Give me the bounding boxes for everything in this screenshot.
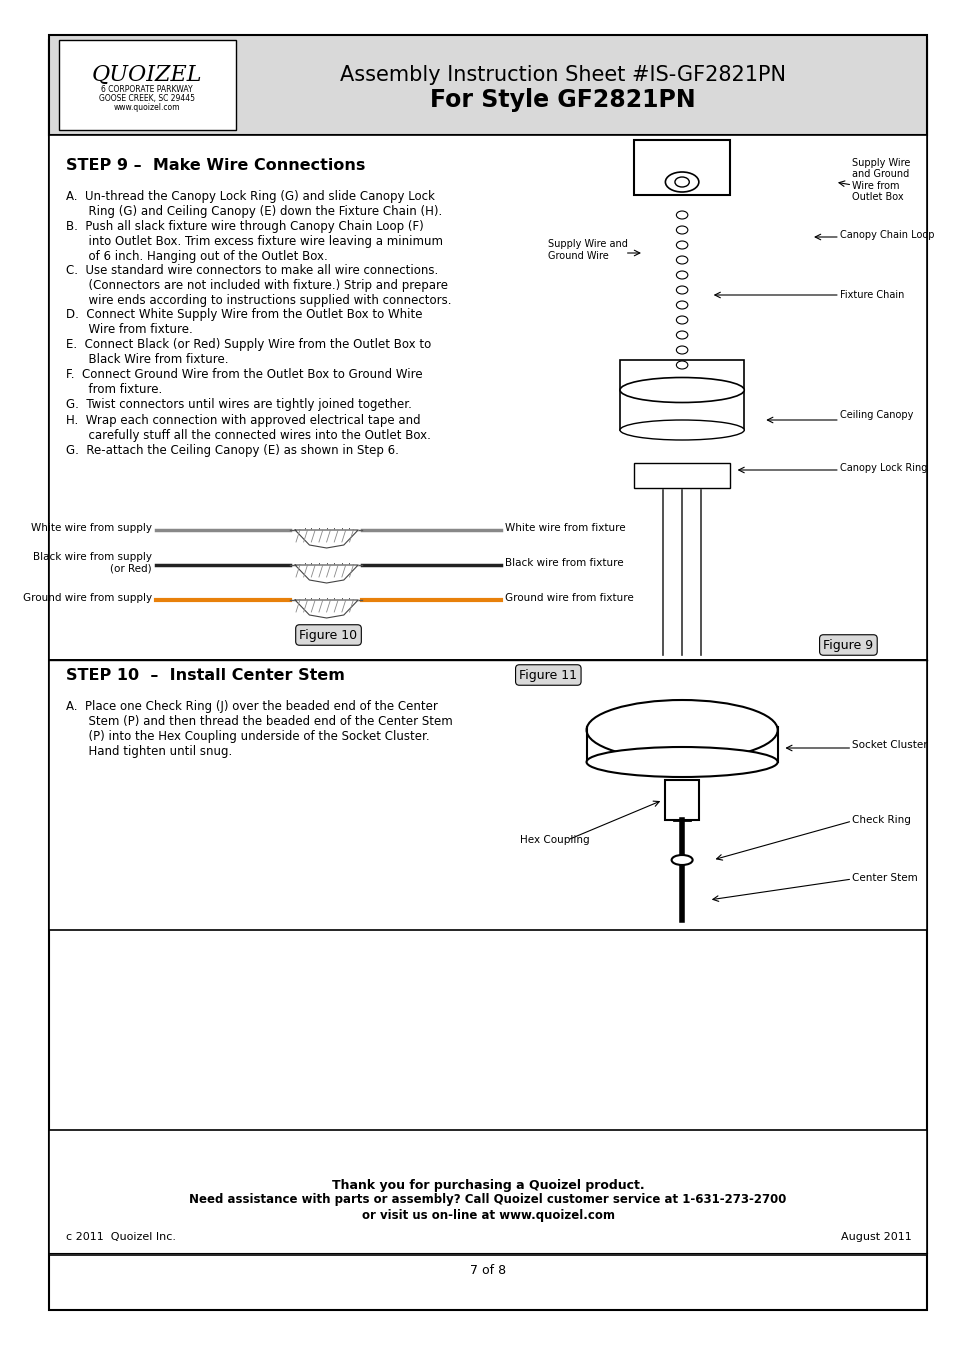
Ellipse shape [586,700,777,761]
Ellipse shape [619,377,743,403]
Ellipse shape [671,855,692,865]
Polygon shape [294,600,357,617]
Bar [634,463,729,488]
Text: Canopy Lock Ring: Canopy Lock Ring [839,463,926,473]
Text: 7 of 8: 7 of 8 [470,1263,506,1277]
Text: White wire from supply: White wire from supply [30,523,152,534]
Bar [59,41,235,130]
Text: or visit us on-line at www.quoizel.com: or visit us on-line at www.quoizel.com [361,1209,614,1221]
Text: c 2011  Quoizel Inc.: c 2011 Quoizel Inc. [66,1232,175,1242]
Text: Need assistance with parts or assembly? Call Quoizel customer service at 1-631-2: Need assistance with parts or assembly? … [190,1193,786,1206]
Text: Canopy Chain Loop: Canopy Chain Loop [839,230,933,240]
Text: B.  Push all slack fixture wire through Canopy Chain Loop (F)
      into Outlet : B. Push all slack fixture wire through C… [66,220,442,263]
Text: C.  Use standard wire connectors to make all wire connections.
      (Connectors: C. Use standard wire connectors to make … [66,263,451,307]
Text: Center Stem: Center Stem [851,873,917,884]
Text: White wire from fixture: White wire from fixture [505,523,625,534]
Text: Black wire from fixture: Black wire from fixture [505,558,623,567]
Text: Figure 9: Figure 9 [822,639,873,651]
Text: A.  Un-thread the Canopy Lock Ring (G) and slide Canopy Lock
      Ring (G) and : A. Un-thread the Canopy Lock Ring (G) an… [66,190,441,218]
Bar [634,141,729,195]
Text: www.quoizel.com: www.quoizel.com [113,104,180,112]
Bar [50,35,925,135]
Ellipse shape [619,420,743,440]
Text: Figure 10: Figure 10 [299,628,357,642]
Text: Thank you for purchasing a Quoizel product.: Thank you for purchasing a Quoizel produ… [332,1178,643,1192]
Ellipse shape [586,747,777,777]
Text: Figure 11: Figure 11 [518,669,577,681]
Bar [619,359,743,430]
Text: A.  Place one Check Ring (J) over the beaded end of the Center
      Stem (P) an: A. Place one Check Ring (J) over the bea… [66,700,452,758]
Text: E.  Connect Black (or Red) Supply Wire from the Outlet Box to
      Black Wire f: E. Connect Black (or Red) Supply Wire fr… [66,338,431,366]
Text: STEP 10  –  Install Center Stem: STEP 10 – Install Center Stem [66,667,344,682]
Text: Fixture Chain: Fixture Chain [839,290,903,300]
Text: Supply Wire and
Ground Wire: Supply Wire and Ground Wire [548,239,627,261]
Text: Ground wire from supply: Ground wire from supply [23,593,152,603]
Text: Assembly Instruction Sheet #IS-GF2821PN: Assembly Instruction Sheet #IS-GF2821PN [339,65,785,85]
Ellipse shape [664,172,699,192]
Text: G.  Twist connectors until wires are tightly joined together.: G. Twist connectors until wires are tigh… [66,399,411,411]
Text: D.  Connect White Supply Wire from the Outlet Box to White
      Wire from fixtu: D. Connect White Supply Wire from the Ou… [66,308,422,336]
Text: STEP 9 –  Make Wire Connections: STEP 9 – Make Wire Connections [66,158,365,173]
Bar [50,1129,925,1255]
Text: Supply Wire
and Ground
Wire from
Outlet Box: Supply Wire and Ground Wire from Outlet … [851,158,910,203]
Text: H.  Wrap each connection with approved electrical tape and
      carefully stuff: H. Wrap each connection with approved el… [66,413,430,442]
Text: August 2011: August 2011 [840,1232,910,1242]
Text: F.  Connect Ground Wire from the Outlet Box to Ground Wire
      from fixture.: F. Connect Ground Wire from the Outlet B… [66,367,422,396]
Text: 6 CORPORATE PARKWAY: 6 CORPORATE PARKWAY [101,85,193,95]
Bar [664,780,699,820]
Polygon shape [294,530,357,549]
Text: QUOIZEL: QUOIZEL [91,63,202,86]
Bar [586,727,777,762]
Ellipse shape [674,177,689,186]
Text: GOOSE CREEK, SC 29445: GOOSE CREEK, SC 29445 [99,95,194,104]
Bar [50,135,925,661]
Text: Ceiling Canopy: Ceiling Canopy [839,409,912,420]
Text: Socket Cluster: Socket Cluster [851,740,927,750]
Text: Black wire from supply
(or Red): Black wire from supply (or Red) [32,553,152,574]
Bar [50,661,925,929]
Text: For Style GF2821PN: For Style GF2821PN [430,88,695,112]
Text: G.  Re-attach the Ceiling Canopy (E) as shown in Step 6.: G. Re-attach the Ceiling Canopy (E) as s… [66,444,398,457]
Text: Check Ring: Check Ring [851,815,910,825]
Polygon shape [294,565,357,584]
Text: Ground wire from fixture: Ground wire from fixture [505,593,634,603]
Text: Hex Coupling: Hex Coupling [519,835,589,844]
